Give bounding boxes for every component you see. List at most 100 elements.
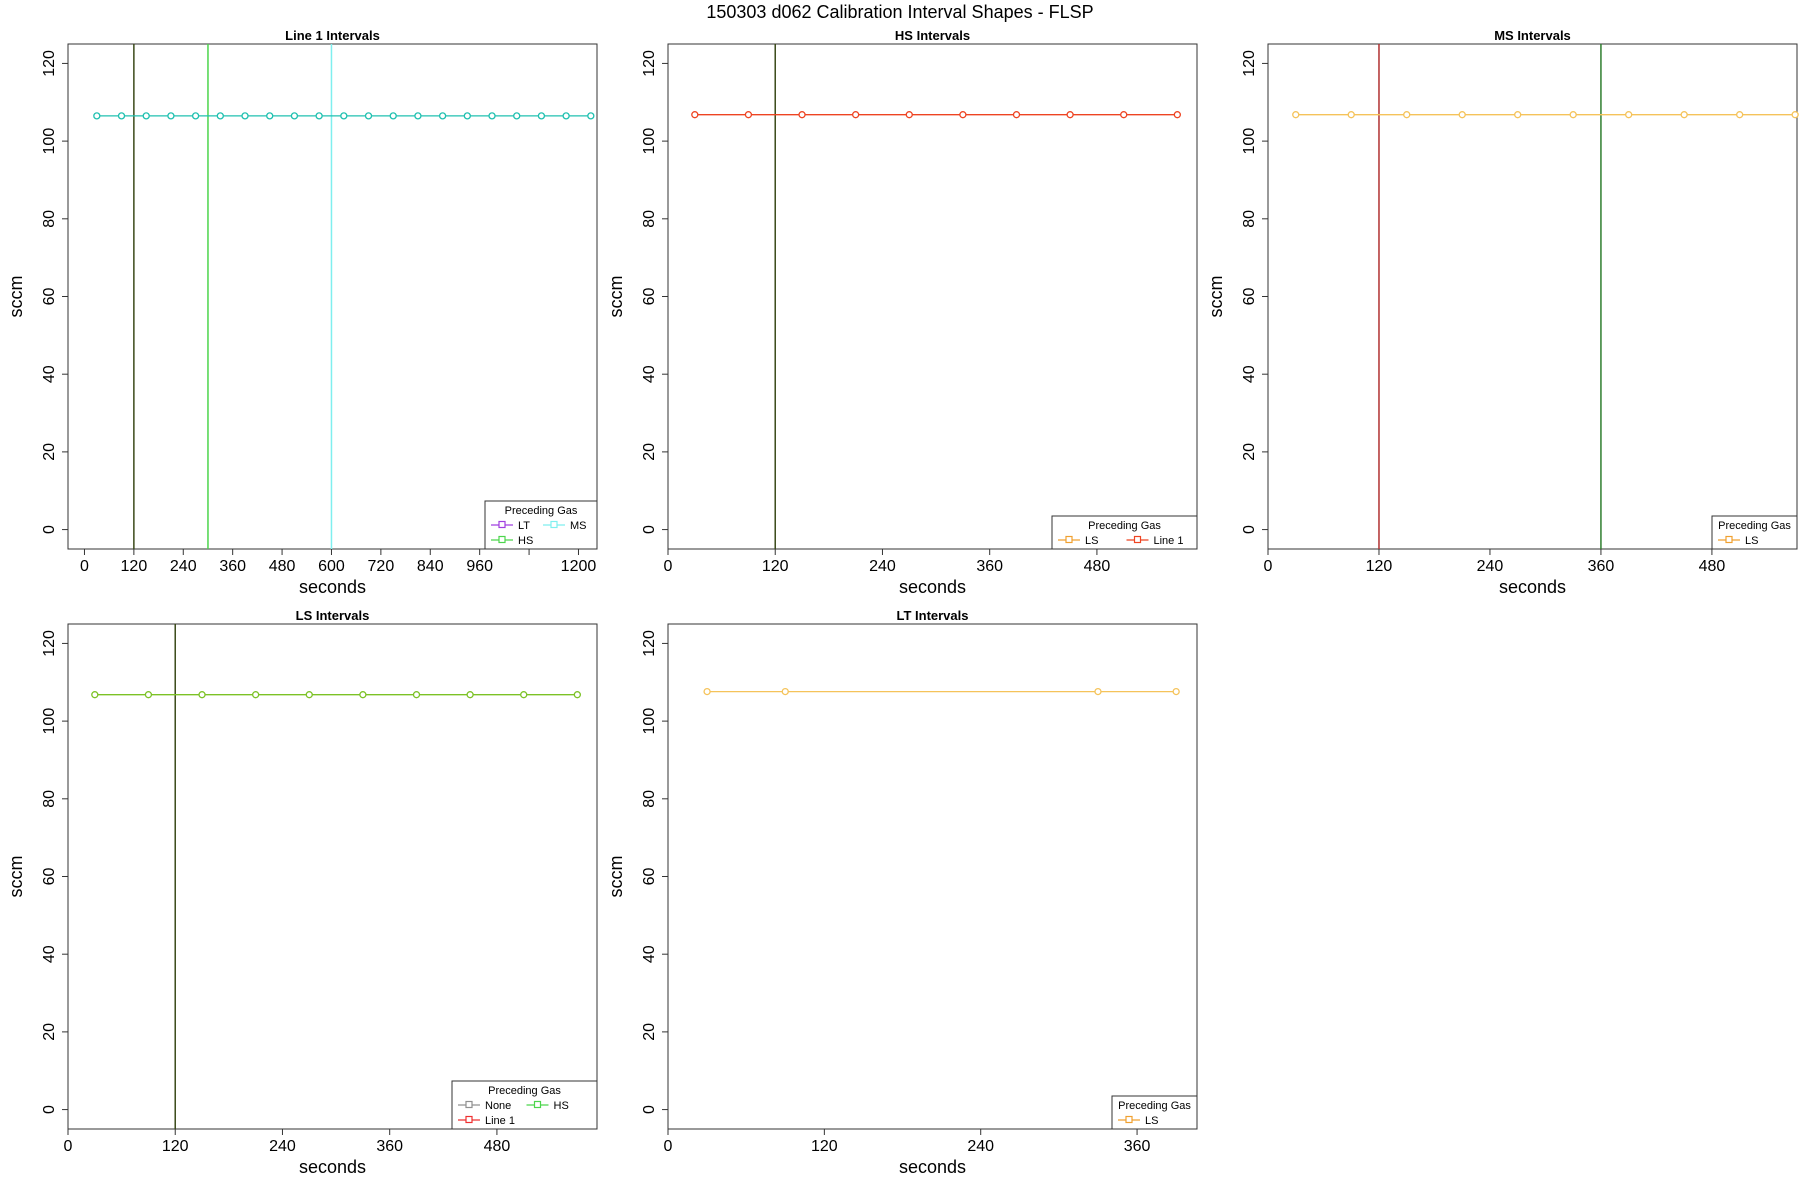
chart-panel-lt: LT Intervals 0 20 40 60 80 100 120 0 120 240 360 sec… (600, 604, 1200, 1194)
chart0-data-point (266, 112, 274, 120)
chart0-data-point (513, 112, 521, 120)
chart4-data-point (1094, 687, 1102, 696)
chart4-xtick-label: 0 (664, 1138, 673, 1155)
chart1-legend-label: Line 1 (1154, 535, 1184, 547)
chart3-legend-label: None (485, 1100, 511, 1112)
chart1-data-point (905, 111, 913, 119)
chart1-ytick-label: 0 (641, 525, 658, 534)
chart2-data-point (1292, 111, 1300, 119)
chart0-xtick-label: 480 (269, 558, 296, 575)
chart4-ytick-label: 0 (641, 1105, 658, 1114)
chart0-data-point (414, 112, 422, 120)
chart0-data-point (364, 112, 373, 120)
chart1-xtick-label: 240 (869, 558, 896, 575)
chart0-data-point (340, 112, 348, 120)
chart4-ytick-label: 60 (641, 868, 658, 886)
chart3-xaxis-label: seconds (299, 1157, 366, 1177)
chart1-data-point (852, 111, 860, 119)
chart3-ytick-label: 60 (41, 868, 58, 886)
chart0-legend-label: MS (570, 520, 587, 532)
chart2-ytick-label: 120 (1241, 50, 1258, 77)
chart1-data-point (798, 111, 806, 119)
chart0-legend-marker (550, 520, 558, 529)
chart4-yaxis-label: sccm (606, 856, 626, 898)
chart3-yaxis-label: sccm (6, 856, 26, 898)
chart0-legend-title: Preceding Gas (505, 505, 578, 517)
chart0-ytick-label: 60 (41, 288, 58, 306)
chart0-ytick-label: 0 (41, 525, 58, 534)
chart4-legend-marker (1125, 1115, 1133, 1124)
chart3-xtick-label: 0 (64, 1138, 73, 1155)
chart1-xaxis-label: seconds (899, 577, 966, 597)
chart3-xtick-label: 240 (269, 1138, 296, 1155)
chart3-legend-marker (465, 1115, 473, 1124)
chart4-ytick-label: 20 (641, 1023, 658, 1041)
chart1-data-point (1012, 111, 1021, 119)
chart1-legend-marker (1133, 535, 1142, 544)
chart1-ytick-label: 40 (641, 365, 658, 383)
chart0-ytick-label: 20 (41, 443, 58, 461)
chart0-data-point (241, 112, 249, 120)
chart-hs-svg: HS Intervals 0 20 40 60 80 100 120 0 120 240 360 480… (606, 28, 1198, 597)
chart4-legend-title: Preceding Gas (1118, 1100, 1191, 1112)
chart-panel-ls: LS Intervals 0 20 40 60 80 100 120 0 120 240 360 480… (0, 604, 600, 1194)
chart0-xtick-label: 0 (80, 558, 89, 575)
chart2-data-point (1458, 111, 1466, 119)
chart0-legend-marker (498, 520, 506, 529)
chart4-ytick-label: 100 (641, 708, 658, 735)
chart0-xtick-label: 360 (219, 558, 246, 575)
chart0-data-point (537, 112, 546, 120)
chart4-data-point (781, 687, 789, 696)
chart2-data-point (1569, 111, 1577, 119)
chart2-legend-title: Preceding Gas (1718, 520, 1791, 532)
chart0-xtick-label: 720 (368, 558, 395, 575)
chart0-legend-marker (498, 535, 506, 544)
chart0-data-point (389, 112, 397, 120)
chart0-data-point (117, 112, 126, 120)
chart3-data-point (359, 691, 367, 699)
chart2-xaxis-label: seconds (1499, 577, 1566, 597)
chart3-plot-frame (67, 623, 598, 1130)
chart2-data-point (1680, 111, 1688, 119)
chart1-legend-box (1051, 515, 1198, 550)
chart0-data-point (142, 112, 150, 120)
chart2-ytick-label: 40 (1241, 365, 1258, 383)
chart0-data-point (216, 112, 224, 120)
chart2-data-point (1736, 111, 1744, 119)
chart-panel-ms: MS Intervals 0 20 40 60 80 100 120 0 120 240 360 480… (1200, 24, 1800, 614)
chart3-legend-label: HS (554, 1100, 569, 1112)
chart0-data-point (587, 112, 595, 120)
chart0-data-point (167, 112, 175, 120)
chart0-xtick-label: 120 (121, 558, 148, 575)
chart4-xtick-label: 120 (811, 1138, 838, 1155)
chart3-legend-marker (533, 1100, 542, 1109)
chart-ls-svg: LS Intervals 0 20 40 60 80 100 120 0 120 240 360 480… (6, 608, 598, 1177)
chart4-title: LT Intervals (896, 608, 968, 623)
chart4-legend-label: LS (1145, 1115, 1158, 1127)
chart3-ytick-label: 100 (41, 708, 58, 735)
chart4-xtick-label: 360 (1124, 1138, 1151, 1155)
chart2-data-point (1514, 111, 1522, 119)
chart4-legend-box (1111, 1095, 1198, 1130)
chart3-ytick-label: 20 (41, 1023, 58, 1041)
chart0-data-point (488, 112, 496, 120)
chart2-xtick-label: 120 (1366, 558, 1393, 575)
chart2-yaxis-label: sccm (1206, 276, 1226, 318)
chart3-data-point (144, 691, 153, 699)
chart0-yaxis-label: sccm (6, 276, 26, 318)
chart1-data-point (1066, 111, 1074, 119)
chart0-title: Line 1 Intervals (285, 28, 380, 43)
chart0-data-point (315, 112, 323, 120)
chart4-xtick-label: 240 (967, 1138, 994, 1155)
chart0-ytick-label: 80 (41, 210, 58, 228)
chart2-plot-frame (1267, 43, 1798, 550)
chart3-ytick-label: 80 (41, 790, 58, 808)
chart2-xtick-label: 0 (1264, 558, 1273, 575)
chart1-plot-frame (667, 43, 1198, 550)
chart3-data-point (305, 691, 313, 699)
chart0-data-point (93, 112, 101, 120)
chart-panel-line1: Line 1 Intervals 0 20 40 60 80 100 120 0 120 240 36… (0, 24, 600, 614)
chart4-ytick-label: 80 (641, 790, 658, 808)
chart3-data-point (252, 691, 260, 699)
chart3-data-point (198, 691, 206, 699)
